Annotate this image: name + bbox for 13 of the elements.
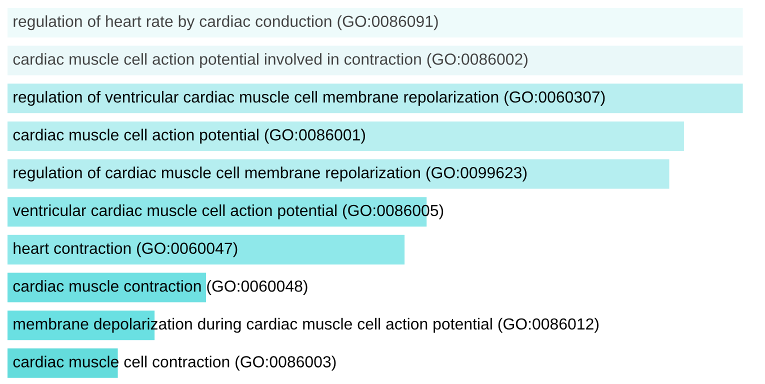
y-tick-label: regulation of cardiac muscle cell membrane repolarization (GO:0099623) xyxy=(14,166,527,182)
bar xyxy=(8,84,743,114)
y-tick-label: regulation of ventricular cardiac muscle cell membrane repolarization (GO:0060307) xyxy=(14,90,605,106)
y-tick-label: heart contraction (GO:0060047) xyxy=(14,242,238,258)
bar xyxy=(8,272,206,302)
y-tick-label: cardiac muscle cell action potential (GO:0086001) xyxy=(13,128,366,144)
y-tick-label: regulation of heart rate by cardiac conduction (GO:0086091) xyxy=(14,15,438,30)
y-tick-label: cardiac muscle cell action potential involved in contraction (GO:0086002) xyxy=(13,53,528,68)
bar xyxy=(8,121,684,151)
y-tick-label: cardiac muscle contraction (GO:0060048) xyxy=(13,280,308,295)
bar xyxy=(8,234,405,264)
y-tick-label: ventricular cardiac muscle cell action potential (GO:0086005) xyxy=(12,204,444,220)
bar xyxy=(8,159,670,189)
